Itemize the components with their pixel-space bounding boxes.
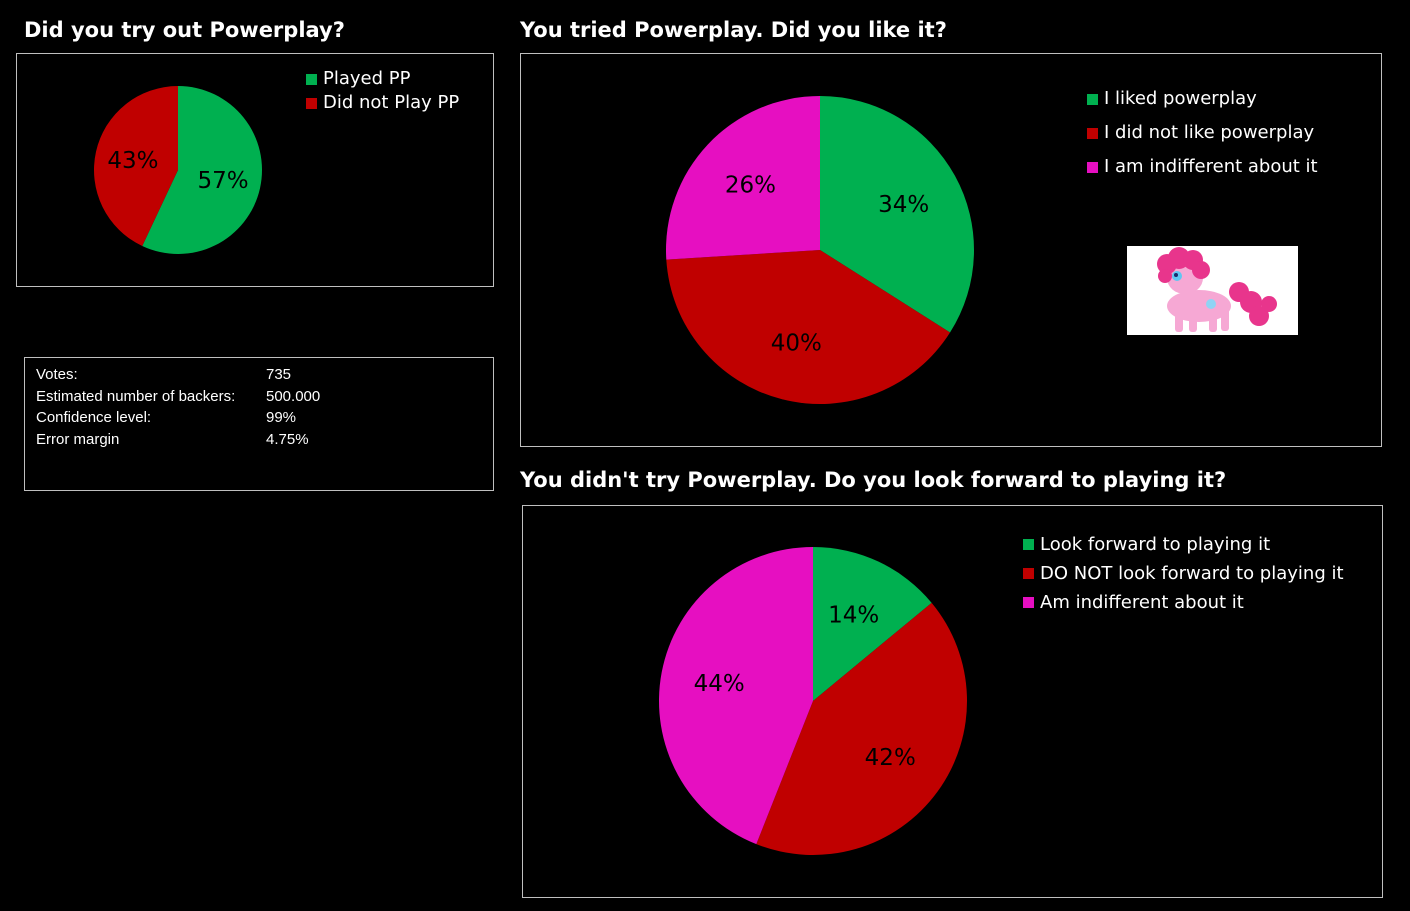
chart-2-slice-2-label: 40% [771, 330, 822, 356]
chart-1-legend-item-1: Played PP [306, 67, 459, 91]
chart-2-panel [520, 53, 1382, 447]
chart-2-slice-1 [820, 96, 974, 333]
chart-1-panel [16, 53, 494, 287]
stat-value: 4.75% [266, 431, 309, 448]
chart-2-slice-3 [666, 96, 820, 260]
chart-1-legend: Played PP Did not Play PP [306, 67, 459, 115]
stat-label: Estimated number of backers: [36, 388, 236, 405]
chart-1-slice-1 [142, 86, 262, 254]
chart-1-title: Did you try out Powerplay? [24, 18, 345, 42]
stat-row-error-margin: Error margin 4.75% [36, 431, 309, 448]
chart-1-slice-2 [93, 86, 178, 247]
chart-3-slice-2 [756, 602, 967, 855]
chart-2-legend-item-1: I liked powerplay [1087, 82, 1318, 116]
chart-3-title: You didn't try Powerplay. Do you look fo… [520, 468, 1227, 492]
chart-1-legend-item-2: Did not Play PP [306, 91, 459, 115]
legend-label: Am indifferent about it [1040, 592, 1244, 613]
chart-2-legend-item-3: I am indifferent about it [1087, 150, 1318, 184]
stat-row-confidence: Confidence level: 99% [36, 409, 296, 426]
pink-pony-icon [1157, 247, 1277, 332]
chart-3-slice-2-label: 42% [865, 745, 916, 771]
stat-row-votes: Votes: 735 [36, 366, 291, 383]
chart-1-slice-1-label: 57% [198, 168, 249, 194]
stat-row-backers: Estimated number of backers: 500.000 [36, 388, 320, 405]
stat-label: Confidence level: [36, 409, 152, 426]
survey-stats-box: Votes: 735 Estimated number of backers: 50… [24, 357, 494, 491]
chart-3-slice-1-label: 14% [828, 603, 879, 629]
legend-label: Played PP [323, 68, 411, 89]
pony-image [1127, 246, 1298, 335]
chart-3-panel [522, 505, 1383, 898]
legend-swatch [1087, 127, 1098, 139]
chart-3-legend-item-1: Look forward to playing it [1023, 530, 1344, 559]
legend-swatch [1023, 597, 1034, 608]
chart-2-legend: I liked powerplay I did not like powerpla… [1087, 82, 1318, 184]
legend-swatch [1087, 93, 1098, 105]
chart-3-slice-3 [659, 547, 813, 845]
chart-3-slice-1 [813, 547, 932, 701]
stat-label: Votes: [36, 366, 78, 383]
legend-swatch [1023, 539, 1034, 550]
legend-label: Did not Play PP [323, 92, 460, 113]
chart-2-slice-3-label: 26% [725, 173, 776, 199]
chart-2-title: You tried Powerplay. Did you like it? [520, 18, 947, 42]
chart-3-slice-3-label: 44% [694, 671, 745, 697]
legend-label: I liked powerplay [1104, 88, 1257, 109]
legend-swatch [306, 97, 317, 109]
chart-3-legend-item-3: Am indifferent about it [1023, 588, 1344, 617]
legend-swatch [306, 73, 317, 85]
chart-2-slice-1-label: 34% [878, 192, 929, 218]
legend-swatch [1087, 161, 1098, 173]
legend-label: Look forward to playing it [1040, 534, 1271, 555]
chart-3-legend-item-2: DO NOT look forward to playing it [1023, 559, 1344, 588]
stat-value: 500.000 [266, 388, 321, 405]
legend-label: DO NOT look forward to playing it [1040, 563, 1344, 584]
legend-label: I am indifferent about it [1104, 156, 1318, 177]
legend-swatch [1023, 568, 1034, 579]
legend-label: I did not like powerplay [1104, 122, 1315, 143]
chart-1-slice-2-label: 43% [107, 148, 158, 174]
chart-3-legend: Look forward to playing it DO NOT look fo… [1023, 530, 1344, 617]
chart-2-slice-2 [666, 250, 951, 404]
chart-2-legend-item-2: I did not like powerplay [1087, 116, 1318, 150]
stat-value: 735 [266, 366, 292, 383]
stat-value: 99% [266, 409, 297, 426]
stat-label: Error margin [36, 431, 120, 448]
